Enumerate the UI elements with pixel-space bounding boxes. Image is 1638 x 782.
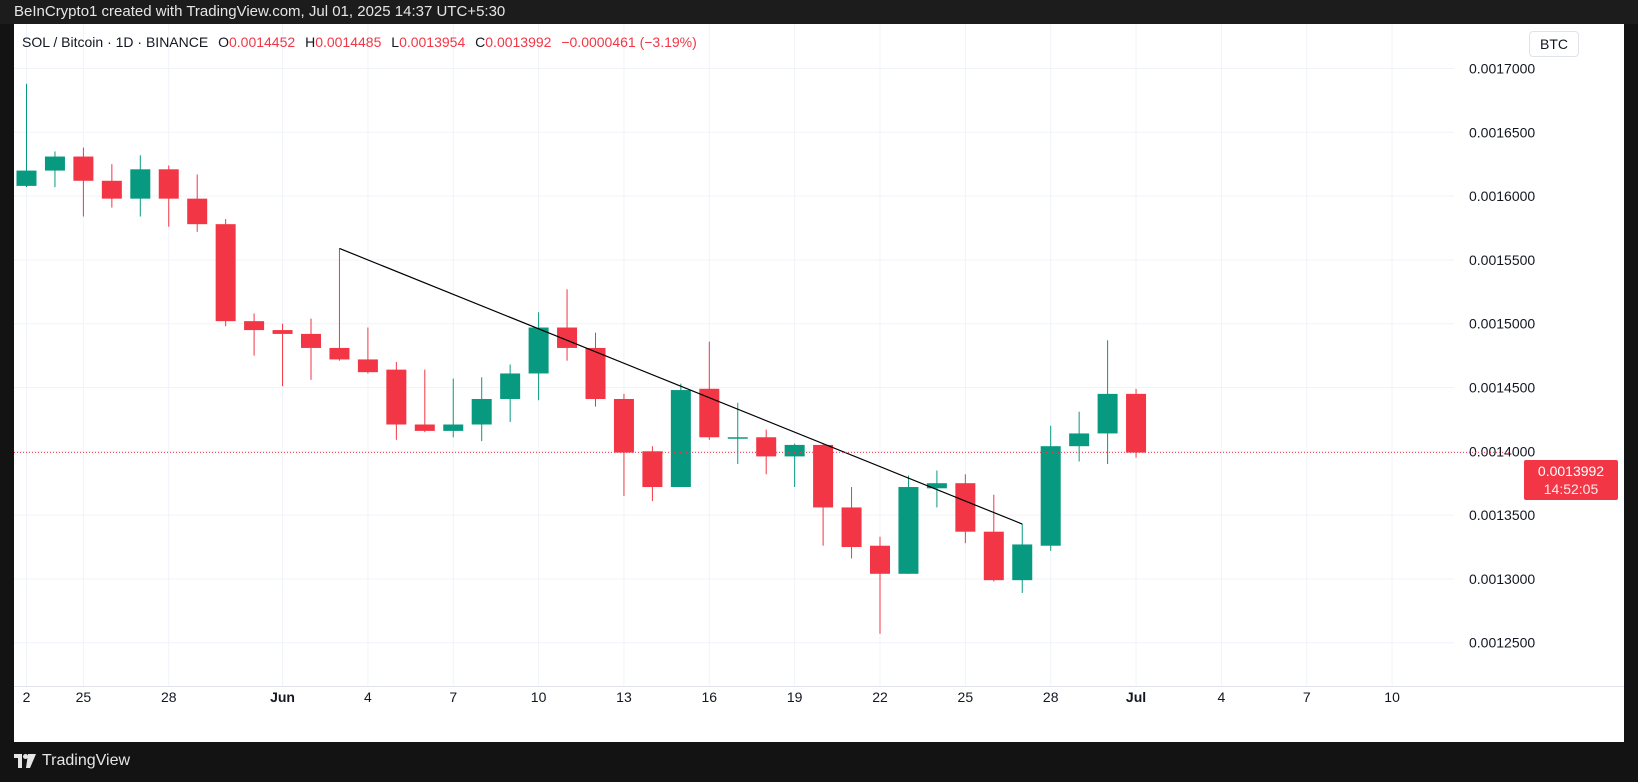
y-tick-label: 0.0015500: [1469, 252, 1535, 268]
open-label: O: [218, 34, 229, 50]
symbol-label[interactable]: SOL / Bitcoin · 1D · BINANCE: [22, 34, 209, 50]
candle-down: [955, 483, 976, 532]
y-tick-label: 0.0014000: [1469, 443, 1535, 459]
candle-up: [130, 169, 151, 199]
candle-down: [756, 437, 777, 457]
low-value: 0.0013954: [399, 34, 466, 50]
candlestick-chart[interactable]: 0.00125000.00130000.00135000.00140000.00…: [14, 24, 1624, 742]
candle-down: [1126, 393, 1147, 453]
footer-bar: TradingView: [0, 742, 1638, 782]
candle-up: [443, 424, 464, 431]
candle-down: [101, 180, 122, 199]
candle-up: [1097, 393, 1118, 434]
candle-down: [699, 388, 720, 438]
candle-up: [528, 327, 549, 374]
candle-up: [1040, 446, 1061, 546]
tradingview-logo-icon: [14, 754, 36, 768]
candle-down: [73, 156, 94, 181]
candle-up: [898, 487, 919, 574]
x-tick-label: 13: [616, 689, 632, 705]
change-value: −0.0000461 (−3.19%): [561, 34, 697, 50]
candle-down: [841, 507, 862, 547]
candle-up: [1012, 544, 1033, 581]
y-tick-label: 0.0017000: [1469, 61, 1535, 77]
x-tick-label: 28: [161, 689, 177, 705]
candle-up: [727, 437, 748, 439]
x-tick-label: 2: [23, 689, 31, 705]
x-tick-label: 10: [531, 689, 547, 705]
y-tick-label: 0.0013500: [1469, 507, 1535, 523]
candle-down: [642, 451, 663, 488]
x-tick-label: 4: [364, 689, 372, 705]
candle-down: [870, 545, 890, 574]
brand[interactable]: TradingView: [14, 752, 130, 770]
candle-down: [215, 224, 236, 322]
y-tick-label: 0.0012500: [1469, 635, 1535, 651]
candle-down: [187, 198, 208, 225]
candle-up: [44, 156, 65, 171]
x-tick-label: 7: [1303, 689, 1311, 705]
x-tick-label: 4: [1218, 689, 1226, 705]
x-tick-label: 19: [787, 689, 803, 705]
candle-up: [670, 390, 691, 488]
x-tick-label: 25: [76, 689, 92, 705]
candle-down: [357, 359, 378, 373]
attribution-text: BeInCrypto1 created with TradingView.com…: [14, 3, 506, 20]
candle-down: [585, 347, 606, 399]
candle-up: [1069, 433, 1090, 447]
candle-down: [158, 169, 179, 199]
close-label: C: [475, 34, 486, 50]
attribution-bar: BeInCrypto1 created with TradingView.com…: [0, 0, 1638, 24]
candle-down: [414, 424, 435, 431]
last-price-value: 0.0013992: [1537, 463, 1605, 479]
candle-down: [329, 347, 350, 360]
candle-up: [471, 398, 492, 425]
x-tick-label: 22: [872, 689, 888, 705]
x-tick-label: 25: [958, 689, 974, 705]
candle-down: [272, 330, 293, 334]
chart-panel[interactable]: 0.0012500 0.0013000 0.0013500 0.0014000 0.00…: [14, 24, 1624, 742]
last-price-tag: 0.0013992 14:52:05: [1524, 460, 1618, 500]
symbol-legend: SOL / Bitcoin · 1D · BINANCE O0.0014452 …: [22, 34, 697, 50]
x-tick-label: 10: [1384, 689, 1400, 705]
y-tick-label: 0.0016500: [1469, 124, 1535, 140]
high-label: H: [305, 34, 316, 50]
currency-button[interactable]: BTC: [1529, 31, 1579, 57]
x-tick-label: Jun: [270, 689, 295, 705]
x-tick-label: 7: [449, 689, 457, 705]
high-value: 0.0014485: [315, 34, 382, 50]
y-tick-label: 0.0016000: [1469, 188, 1535, 204]
candle-up: [500, 373, 521, 399]
y-tick-label: 0.0015000: [1469, 316, 1535, 332]
trendline: [339, 247, 1023, 525]
bar-countdown: 14:52:05: [1543, 481, 1599, 497]
brand-name: TradingView: [42, 752, 131, 769]
x-tick-label: 16: [702, 689, 718, 705]
x-tick-label: 28: [1043, 689, 1059, 705]
candle-down: [301, 333, 321, 348]
candle-down: [613, 398, 634, 453]
candle-up: [926, 483, 947, 489]
candle-down: [813, 444, 834, 508]
candle-down: [244, 321, 265, 331]
candle-down: [386, 369, 407, 425]
x-tick-label: Jul: [1126, 689, 1146, 705]
candle-up: [784, 444, 805, 457]
low-label: L: [391, 34, 400, 50]
candle-down: [983, 531, 1004, 581]
y-tick-label: 0.0013000: [1469, 571, 1535, 587]
y-tick-label: 0.0014500: [1469, 380, 1535, 396]
open-value: 0.0014452: [228, 34, 296, 50]
close-value: 0.0013992: [485, 34, 552, 50]
candle-up: [16, 170, 37, 186]
